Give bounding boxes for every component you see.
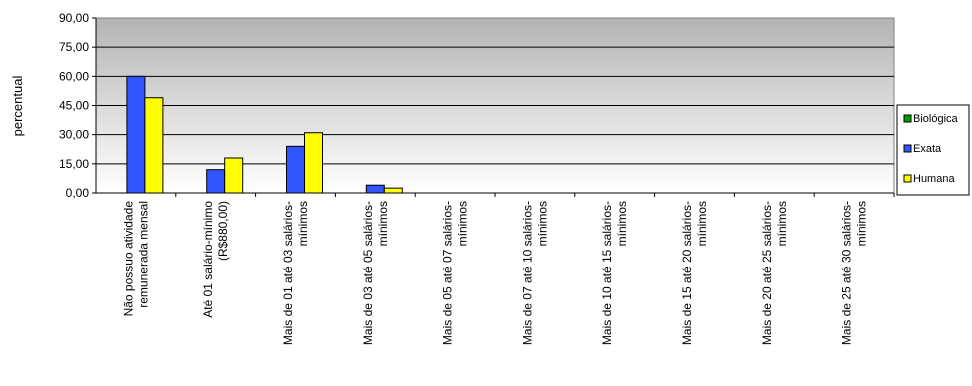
x-category-label: Mais de 10 até 15 salários-mínimos bbox=[600, 201, 629, 345]
y-axis-label: percentual bbox=[10, 76, 25, 137]
bar-exata-3 bbox=[365, 184, 385, 194]
x-category-label: Não possuo atividaderemunerada mensal bbox=[121, 201, 150, 317]
x-category-label: Mais de 20 até 25 salários-mínimos bbox=[760, 201, 789, 345]
x-category-label-line: Mais de 01 até 03 salários- bbox=[281, 201, 295, 345]
bar-humana-3 bbox=[383, 187, 403, 194]
x-category-label-line: mínimos bbox=[456, 201, 470, 246]
x-category-label: Até 01 salário-mínimo(R$880,00) bbox=[201, 201, 230, 318]
y-tick-label: 60,00 bbox=[59, 69, 89, 83]
x-category-label: Mais de 05 até 07 salários-mínimos bbox=[441, 201, 470, 345]
x-category-label-line: Mais de 03 até 05 salários- bbox=[361, 201, 375, 345]
bar-exata-0 bbox=[126, 75, 146, 194]
x-category-label-line: Não possuo atividade bbox=[121, 201, 135, 317]
x-category-label-line: mínimos bbox=[695, 201, 709, 246]
x-category-label-line: mínimos bbox=[296, 201, 310, 246]
legend-swatch-humana bbox=[903, 174, 912, 183]
x-category-label: Mais de 07 até 10 salários-mínimos bbox=[520, 201, 549, 345]
bar-humana-2 bbox=[304, 132, 323, 194]
y-tick-label: 90,00 bbox=[59, 11, 89, 25]
x-category-label-line: mínimos bbox=[615, 201, 629, 246]
bar-humana-0 bbox=[144, 97, 164, 194]
bar-exata-2 bbox=[286, 145, 305, 194]
x-category-label-line: mínimos bbox=[775, 201, 789, 246]
y-tick-label: 75,00 bbox=[59, 40, 89, 54]
y-tick-label: 15,00 bbox=[59, 157, 89, 171]
legend: Biológica Exata Humana bbox=[896, 104, 970, 196]
x-category-label-line: Até 01 salário-mínimo bbox=[201, 201, 215, 318]
x-category-label-line: Mais de 07 até 10 salários- bbox=[520, 201, 534, 345]
x-category-label: Mais de 03 até 05 salários-mínimos bbox=[361, 201, 390, 345]
x-category-label-line: (R$880,00) bbox=[216, 201, 230, 261]
y-axis-ticks: 0,00 15,00 30,00 45,00 60,00 75,00 90,00 bbox=[59, 11, 96, 200]
x-category-label-line: Mais de 10 até 15 salários- bbox=[600, 201, 614, 345]
x-category-label: Mais de 01 até 03 salários-mínimos bbox=[281, 201, 310, 345]
y-tick-label: 30,00 bbox=[59, 128, 89, 142]
legend-swatch-biológica bbox=[903, 114, 912, 123]
bars bbox=[126, 75, 895, 197]
y-tick-label: 0,00 bbox=[66, 186, 90, 200]
x-category-label: Mais de 15 até 20 salários-mínimos bbox=[680, 201, 709, 345]
x-category-label-line: Mais de 05 até 07 salários- bbox=[441, 201, 455, 345]
x-category-label-line: Mais de 25 até 30 salários- bbox=[840, 201, 854, 345]
legend-label-exata: Exata bbox=[913, 143, 942, 155]
x-category-label-line: remunerada mensal bbox=[136, 201, 150, 308]
legend-label-humana: Humana bbox=[913, 173, 955, 185]
x-category-label-line: mínimos bbox=[535, 201, 549, 246]
x-category-label: Mais de 25 até 30 salários-mínimos bbox=[840, 201, 869, 345]
x-category-label-line: Mais de 20 até 25 salários- bbox=[760, 201, 774, 345]
legend-label-biológica: Biológica bbox=[913, 113, 959, 125]
x-category-label-line: Mais de 15 até 20 salários- bbox=[680, 201, 694, 345]
legend-swatch-exata bbox=[903, 144, 912, 153]
x-category-label-line: mínimos bbox=[376, 201, 390, 246]
bar-humana-1 bbox=[224, 157, 244, 194]
bar-exata-1 bbox=[206, 169, 226, 194]
x-axis-labels: Não possuo atividaderemunerada mensal Até… bbox=[121, 201, 868, 345]
x-category-label-line: mínimos bbox=[855, 201, 869, 246]
y-tick-label: 45,00 bbox=[59, 99, 89, 113]
